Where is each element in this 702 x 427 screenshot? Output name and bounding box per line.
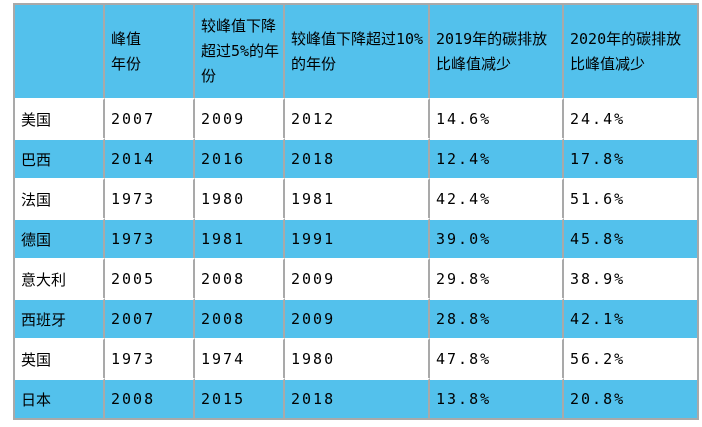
value-cell: 2018 bbox=[285, 378, 430, 418]
header-decline-10pct-year: 较峰值下降超过10%的年份 bbox=[285, 5, 430, 98]
value-cell: 2015 bbox=[195, 378, 285, 418]
header-2020-reduction: 2020年的碳排放比峰值减少 bbox=[564, 5, 697, 98]
table-row: 英国 1973 1974 1980 47.8% 56.2% bbox=[15, 338, 697, 378]
value-cell: 1974 bbox=[195, 338, 285, 378]
value-cell: 2014 bbox=[105, 138, 195, 178]
value-cell: 1973 bbox=[105, 178, 195, 218]
value-cell: 39.0% bbox=[430, 218, 564, 258]
header-country bbox=[15, 5, 105, 98]
value-cell: 24.4% bbox=[564, 98, 697, 138]
value-cell: 1981 bbox=[285, 178, 430, 218]
value-cell: 51.6% bbox=[564, 178, 697, 218]
value-cell: 2008 bbox=[105, 378, 195, 418]
header-decline-5pct-year: 较峰值下降超过5%的年份 bbox=[195, 5, 285, 98]
value-cell: 2009 bbox=[285, 298, 430, 338]
value-cell: 38.9% bbox=[564, 258, 697, 298]
value-cell: 2009 bbox=[195, 98, 285, 138]
value-cell: 1981 bbox=[195, 218, 285, 258]
value-cell: 42.4% bbox=[430, 178, 564, 218]
country-cell: 西班牙 bbox=[15, 298, 105, 338]
value-cell: 47.8% bbox=[430, 338, 564, 378]
table-row: 西班牙 2007 2008 2009 28.8% 42.1% bbox=[15, 298, 697, 338]
value-cell: 2007 bbox=[105, 98, 195, 138]
value-cell: 2008 bbox=[195, 258, 285, 298]
carbon-peak-table: 峰值 年份 较峰值下降超过5%的年份 较峰值下降超过10%的年份 2019年的碳… bbox=[13, 3, 699, 420]
value-cell: 29.8% bbox=[430, 258, 564, 298]
header-peak-year: 峰值 年份 bbox=[105, 5, 195, 98]
table-row: 巴西 2014 2016 2018 12.4% 17.8% bbox=[15, 138, 697, 178]
table-row: 意大利 2005 2008 2009 29.8% 38.9% bbox=[15, 258, 697, 298]
value-cell: 1980 bbox=[195, 178, 285, 218]
header-2019-reduction: 2019年的碳排放比峰值减少 bbox=[430, 5, 564, 98]
value-cell: 2007 bbox=[105, 298, 195, 338]
table-row: 德国 1973 1981 1991 39.0% 45.8% bbox=[15, 218, 697, 258]
table-row: 美国 2007 2009 2012 14.6% 24.4% bbox=[15, 98, 697, 138]
value-cell: 45.8% bbox=[564, 218, 697, 258]
table-row: 法国 1973 1980 1981 42.4% 51.6% bbox=[15, 178, 697, 218]
table-header: 峰值 年份 较峰值下降超过5%的年份 较峰值下降超过10%的年份 2019年的碳… bbox=[15, 5, 697, 98]
value-cell: 2016 bbox=[195, 138, 285, 178]
country-cell: 意大利 bbox=[15, 258, 105, 298]
value-cell: 2009 bbox=[285, 258, 430, 298]
value-cell: 2005 bbox=[105, 258, 195, 298]
country-cell: 法国 bbox=[15, 178, 105, 218]
value-cell: 1980 bbox=[285, 338, 430, 378]
country-cell: 德国 bbox=[15, 218, 105, 258]
value-cell: 20.8% bbox=[564, 378, 697, 418]
country-cell: 巴西 bbox=[15, 138, 105, 178]
value-cell: 2012 bbox=[285, 98, 430, 138]
value-cell: 56.2% bbox=[564, 338, 697, 378]
value-cell: 13.8% bbox=[430, 378, 564, 418]
value-cell: 17.8% bbox=[564, 138, 697, 178]
country-cell: 日本 bbox=[15, 378, 105, 418]
value-cell: 2018 bbox=[285, 138, 430, 178]
header-row: 峰值 年份 较峰值下降超过5%的年份 较峰值下降超过10%的年份 2019年的碳… bbox=[15, 5, 697, 98]
table-body: 美国 2007 2009 2012 14.6% 24.4% 巴西 2014 2016 2018 12… bbox=[15, 98, 697, 418]
value-cell: 1991 bbox=[285, 218, 430, 258]
country-cell: 美国 bbox=[15, 98, 105, 138]
table-row: 日本 2008 2015 2018 13.8% 20.8% bbox=[15, 378, 697, 418]
value-cell: 2008 bbox=[195, 298, 285, 338]
value-cell: 1973 bbox=[105, 218, 195, 258]
value-cell: 14.6% bbox=[430, 98, 564, 138]
country-cell: 英国 bbox=[15, 338, 105, 378]
value-cell: 1973 bbox=[105, 338, 195, 378]
value-cell: 12.4% bbox=[430, 138, 564, 178]
value-cell: 42.1% bbox=[564, 298, 697, 338]
value-cell: 28.8% bbox=[430, 298, 564, 338]
